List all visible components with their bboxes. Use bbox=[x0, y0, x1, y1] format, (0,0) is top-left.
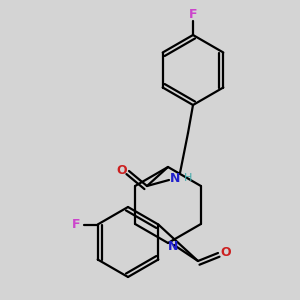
Text: O: O bbox=[117, 164, 127, 178]
Text: F: F bbox=[189, 8, 197, 22]
Text: H: H bbox=[184, 173, 192, 183]
Text: N: N bbox=[170, 172, 180, 184]
Text: N: N bbox=[168, 239, 178, 253]
Text: F: F bbox=[71, 218, 80, 231]
Text: O: O bbox=[221, 247, 231, 260]
